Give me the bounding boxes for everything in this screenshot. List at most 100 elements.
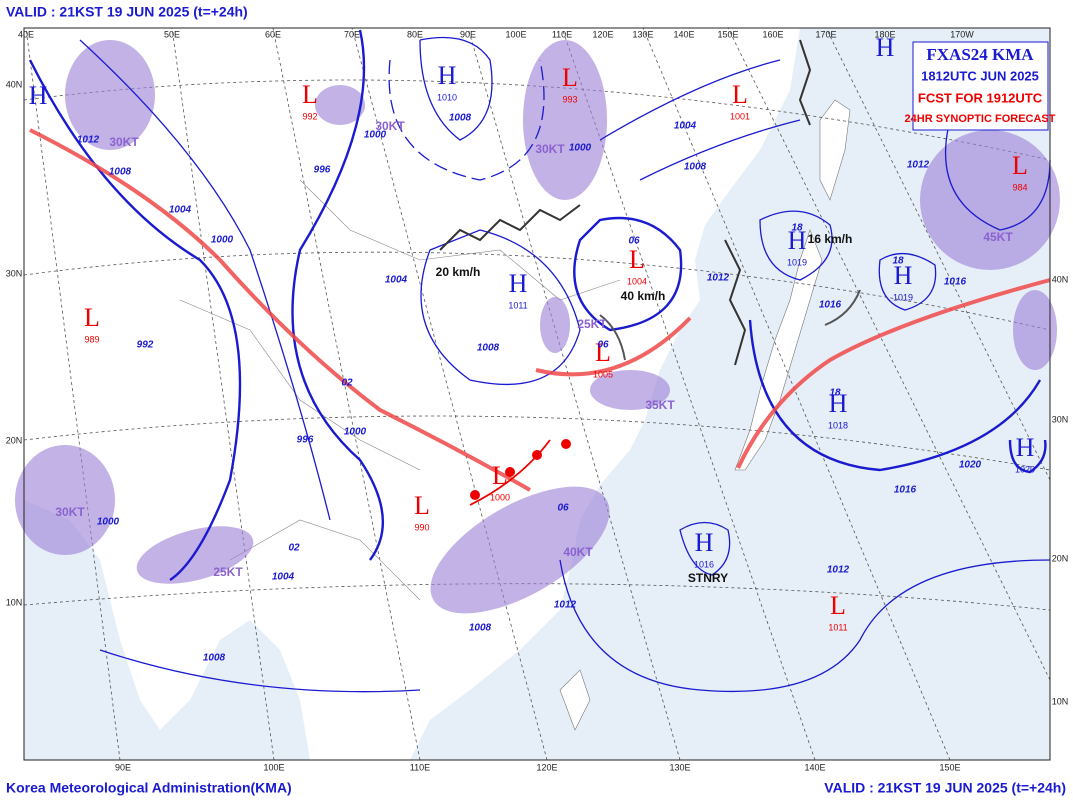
lon-label: 60E xyxy=(265,29,281,39)
lon-label: 100E xyxy=(505,29,526,39)
pressure-symbol: L xyxy=(629,245,645,274)
isobar-label: 1008 xyxy=(469,623,492,634)
pressure-value: 1005 xyxy=(593,369,613,379)
pressure-value: 1011 xyxy=(828,622,847,632)
pressure-value: 984 xyxy=(1012,182,1027,192)
info-time: 1812UTC JUN 2025 xyxy=(921,68,1039,83)
island xyxy=(559,669,591,731)
graticule xyxy=(23,27,1051,761)
lat-label: 40N xyxy=(1052,274,1069,284)
lon-label: 140E xyxy=(673,29,694,39)
isobar-label: 02 xyxy=(341,378,353,389)
pressure-value: 1010 xyxy=(437,92,457,102)
lon-label: 110E xyxy=(552,29,572,39)
lon-label: 120E xyxy=(536,762,557,772)
lon-label: 170E xyxy=(815,29,836,39)
fronts xyxy=(439,39,861,366)
pressure-symbol: H xyxy=(788,226,807,255)
pressure-value: 1018 xyxy=(828,420,848,430)
pressure-value: 1004 xyxy=(627,276,647,286)
map-frame xyxy=(23,27,1051,761)
lon-label: 40E xyxy=(18,29,34,39)
wind-label: 35KT xyxy=(645,398,675,412)
lon-label: 140E xyxy=(804,762,825,772)
isobar-label: 1004 xyxy=(674,121,697,132)
lon-label: 170W xyxy=(950,29,974,39)
info-forecast: FCST FOR 1912UTC xyxy=(918,90,1043,105)
lon-label: 100E xyxy=(263,762,284,772)
isobar-label: 996 xyxy=(297,435,314,446)
lon-label: 130E xyxy=(632,29,653,39)
sakhalin xyxy=(819,99,851,201)
isobar-label: 1004 xyxy=(385,275,408,286)
isobar-label: 1020 xyxy=(959,460,982,471)
pressure-symbol: L xyxy=(732,80,748,109)
isobar-label: 18 xyxy=(892,256,904,267)
lat-label: 10N xyxy=(6,597,23,607)
wind-label: 45KT xyxy=(983,230,1013,244)
pressure-symbol: L xyxy=(302,80,318,109)
lat-label: 10N xyxy=(1052,696,1069,706)
pressure-symbol: H xyxy=(1016,433,1035,462)
lon-label: 80E xyxy=(407,29,423,39)
lon-label: 180E xyxy=(874,29,895,39)
lon-label: 110E xyxy=(410,762,430,772)
wind-label: 30KT xyxy=(375,119,405,133)
isobar-label: 1012 xyxy=(707,273,730,284)
isobar-label: 1004 xyxy=(272,572,295,583)
pressure-symbol: L xyxy=(562,63,578,92)
wind-label: 30KT xyxy=(55,505,85,519)
lon-label: 150E xyxy=(939,762,960,772)
pressure-symbol: H xyxy=(29,81,48,110)
footer-valid: VALID : 21KST 19 JUN 2025 (t=+24h) xyxy=(824,780,1066,796)
isobar-label: 992 xyxy=(137,340,154,351)
pressure-value: 993 xyxy=(562,94,577,104)
wind-label: 25KT xyxy=(213,565,243,579)
land xyxy=(24,28,800,760)
isobar-label: 1000 xyxy=(364,130,387,141)
lon-label: 150E xyxy=(717,29,738,39)
isobar-label: 02 xyxy=(288,543,300,554)
jet-streams xyxy=(29,128,1051,506)
isobar-label: 1008 xyxy=(477,343,500,354)
wind-label: 40KT xyxy=(563,545,593,559)
pressure-value: 1001 xyxy=(730,111,750,121)
lat-label: 30N xyxy=(6,268,23,278)
pressure-value: 989 xyxy=(84,334,99,344)
lat-label: 30N xyxy=(1052,414,1069,424)
pressure-symbol: H xyxy=(829,389,848,418)
isobar-label: 18 xyxy=(829,388,841,399)
isobar-label: 1016 xyxy=(944,277,967,288)
pressure-symbol: H xyxy=(876,33,895,62)
isobar-label: 1000 xyxy=(569,143,592,154)
lat-label: 20N xyxy=(1052,553,1069,563)
pressure-symbol: H xyxy=(695,528,714,557)
pressure-value: 1000 xyxy=(490,492,510,502)
pressure-symbol: L xyxy=(84,303,100,332)
isobar-label: 06 xyxy=(557,503,569,514)
borders xyxy=(179,179,621,601)
movement-label: 40 km/h xyxy=(621,289,666,303)
isobar-label: 1004 xyxy=(169,205,192,216)
isobar-label: 1012 xyxy=(554,600,577,611)
isobar-label: 1008 xyxy=(684,162,707,173)
lon-label: 90E xyxy=(115,762,131,772)
wind-label: 30KT xyxy=(109,135,139,149)
lon-label: 160E xyxy=(762,29,783,39)
lat-label: 20N xyxy=(6,435,23,445)
pressure-value: 1016 xyxy=(694,559,714,569)
pressure-symbol: L xyxy=(414,491,430,520)
isobar-label: 06 xyxy=(628,236,640,247)
isobar-label: 1008 xyxy=(203,653,226,664)
pressure-symbol: H xyxy=(438,61,457,90)
lon-label: 50E xyxy=(164,29,180,39)
isobar-label: 1016 xyxy=(819,300,842,311)
movement-label: 20 km/h xyxy=(436,265,481,279)
info-box: FXAS24 KMA 1812UTC JUN 2025 FCST FOR 191… xyxy=(905,41,1056,131)
pressure-symbol: L xyxy=(492,461,508,490)
isobar-label: 1012 xyxy=(907,160,930,171)
info-box-frame xyxy=(912,41,1049,131)
movement-label: 16 km/h xyxy=(808,232,853,246)
pressure-value: 1020 xyxy=(1015,464,1035,474)
isobar-label: 1008 xyxy=(109,167,132,178)
